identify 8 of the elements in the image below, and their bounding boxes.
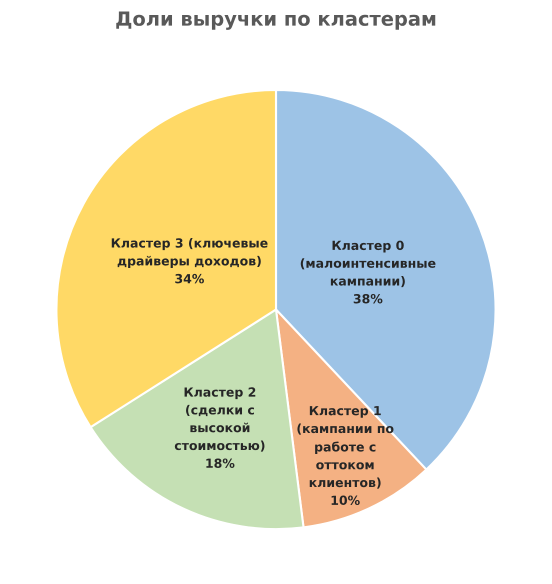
- data-label: 38%: [354, 294, 382, 304]
- slice-label: Кластер 3 (ключевые драйверы доходов): [112, 238, 268, 268]
- data-label: 34%: [175, 274, 204, 284]
- data-label: 10%: [332, 496, 360, 505]
- chart-title: Доли выручки по кластерам: [116, 11, 436, 30]
- slice-label: Кластер 2 (сделки с высокой стоимостью): [174, 387, 264, 452]
- data-label: 18%: [206, 458, 234, 468]
- slice-label: Кластер 0 (малоинтенсивные кампании): [300, 240, 436, 288]
